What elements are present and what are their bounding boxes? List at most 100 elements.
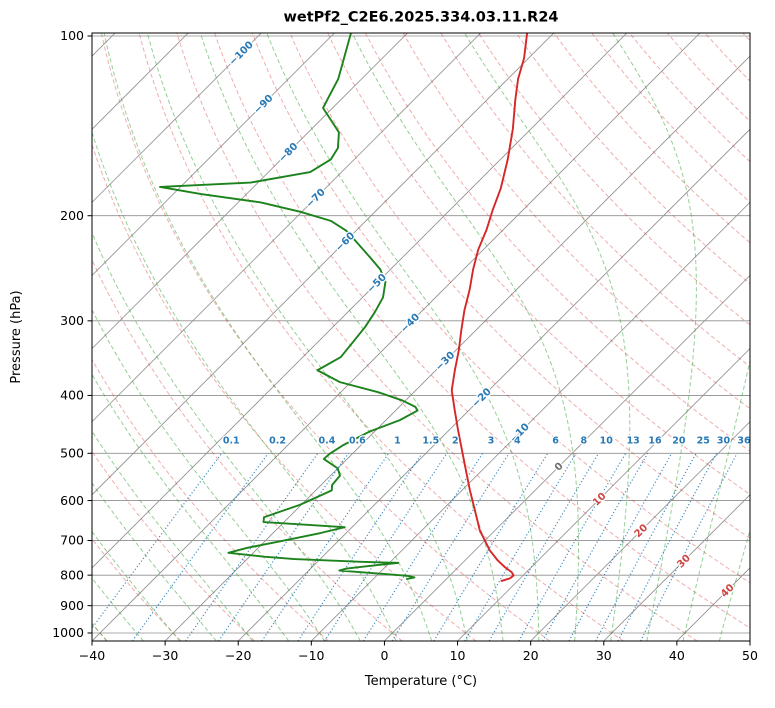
moist-adiabat [612,33,697,641]
dry-adiabat [289,33,750,539]
dry-adiabat [92,358,329,641]
moist-adiabat [92,231,361,641]
x-tick-label: 50 [742,648,758,663]
mixing-ratio-label: 0.2 [269,436,286,447]
y-tick-label: 800 [60,567,84,582]
dry-adiabat [176,33,698,641]
mixing-ratio-line [185,452,319,641]
mixing-ratio-label: 3 [488,436,495,447]
isotherm-line [237,128,750,641]
axes: −40 −30 −20 −10 0 10 20 30 40 5010020030040050060… [9,10,758,690]
x-tick-label: 0 [380,648,388,663]
y-tick-label: 300 [60,313,84,328]
x-tick-label: 10 [450,648,466,663]
mixing-ratio-label: 8 [580,436,587,447]
dewpoint-line [159,33,419,580]
x-tick-label: −20 [225,648,251,663]
moist-adiabat [682,358,750,641]
dry-adiabat [138,33,624,641]
moist-adiabat [92,430,253,641]
mixing-ratio-label: 16 [648,436,662,447]
moist-adiabat [103,33,433,641]
mixing-ratio-line [218,452,349,641]
dry-adiabat [365,33,750,452]
y-axis-title: Pressure (hPa) [9,290,24,383]
moist-adiabat [92,308,326,641]
mixing-ratio-label: 10 [600,436,614,447]
mixing-ratio-label: 25 [697,436,710,447]
x-tick-label: −10 [298,648,324,663]
mixing-ratio-line [595,453,697,641]
y-tick-label: 600 [60,493,84,508]
grid-lines [92,33,750,641]
dry-adiabat [515,33,750,285]
mixing-ratio-line [568,453,673,641]
mixing-ratio-label: 36 [737,436,751,447]
x-tick-label: 30 [596,648,612,663]
dry-adiabat [92,450,255,641]
isotherm-line [92,33,481,423]
moist-adiabat [266,33,540,641]
moist-adiabat [92,482,217,641]
chart-title: wetPf2_C2E6.2025.334.03.11.R24 [283,10,558,26]
x-tick-label: −40 [79,648,105,663]
isotherm-line [530,421,750,641]
x-tick-label: −30 [152,648,178,663]
x-tick-label: 20 [523,648,539,663]
mixing-ratio-label: 6 [552,436,559,447]
moist-adiabat [92,530,181,641]
y-tick-label: 700 [60,533,84,548]
mixing-ratio-line [131,452,269,641]
mixing-ratio-line [92,452,223,630]
moist-adiabat [199,33,504,641]
moist-adiabat [351,33,580,641]
isotherm-line [457,347,750,641]
moist-adiabats [92,33,750,641]
isotherm-line [92,33,262,203]
mixing-ratio-label: 0.4 [318,436,335,447]
mixing-ratio-line [640,453,738,641]
mixing-ratio-label: 1 [394,436,401,447]
moist-adiabat [146,33,468,641]
mixing-ratio-line [297,452,423,641]
mixing-ratio-label: 13 [627,436,640,447]
mixing-ratio-label: 1.5 [422,436,439,447]
y-tick-label: 400 [60,388,84,403]
dry-adiabat [92,143,477,641]
temperature-line [450,33,529,582]
mixing-ratio-label: 0.1 [223,436,240,447]
mixing-ratio-line [488,452,600,641]
isotherm-line [164,55,750,641]
mixing-ratio-label: 20 [672,436,686,447]
x-axis-title: Temperature (°C) [364,674,477,689]
isotherm-line [311,201,750,641]
isotherm-line [92,33,701,641]
dry-adiabat [478,33,750,326]
moist-adiabat [464,33,631,641]
isotherm-line [92,33,628,569]
mixing-ratio-line [391,452,510,641]
mixing-ratio-line [433,452,549,641]
dry-adiabat [214,33,750,629]
isotherm-line [92,33,555,496]
isotherm-line [92,33,335,277]
y-tick-label: 500 [60,445,84,460]
plot-border [91,32,751,642]
profiles [159,33,529,582]
mixing-ratio-label: 2 [452,436,459,447]
x-tick-label: 40 [669,648,685,663]
isotherm-line [603,494,750,641]
y-tick-label: 900 [60,598,84,613]
isotherm-line [384,274,750,641]
dry-adiabat [100,33,550,641]
isotherm-line [92,33,408,350]
y-tick-label: 100 [60,28,84,43]
mixing-ratio-lines [92,452,738,641]
y-tick-label: 1000 [52,625,84,640]
mixing-ratio-line [617,453,718,641]
dry-adiabat [440,33,750,368]
mixing-ratio-label: 30 [717,436,731,447]
